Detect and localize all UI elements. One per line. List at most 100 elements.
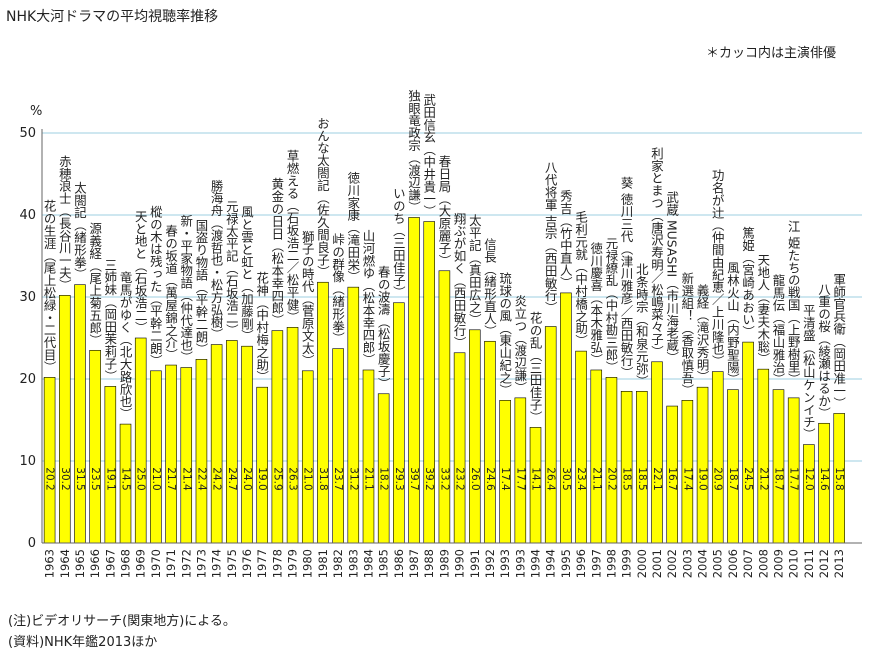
bar-1970 [150, 370, 162, 544]
value-label: 21.1 [362, 467, 374, 490]
value-label: 30.5 [560, 467, 572, 490]
value-label: 19.0 [697, 467, 709, 490]
drama-title-label: おんな太閤記（佐久間良子） [315, 117, 330, 278]
value-label: 23.2 [454, 467, 466, 490]
value-label: 39.2 [423, 467, 435, 490]
drama-title-label: 黄金の日日（松本幸四郎） [270, 178, 285, 327]
drama-title-label: 八代将軍 吉宗（西田敏行） [543, 161, 558, 314]
drama-title-label: 獅子の時代（菅原文太） [300, 230, 315, 366]
x-tick-label: 1994 [529, 549, 543, 578]
drama-title-label: 風林火山（内野聖陽） [725, 262, 740, 386]
drama-title-label: 元禄太平記（石坂浩二） [224, 200, 239, 336]
bar-1982 [332, 348, 344, 544]
x-tick-label: 2012 [817, 549, 831, 578]
bar-1980 [301, 370, 314, 544]
value-label: 25.9 [271, 467, 283, 490]
value-label: 14.5 [120, 467, 132, 490]
drama-title-label: 山河燃ゆ（松本幸四郎） [361, 229, 376, 365]
drama-title-label: 花神（中村梅之助） [255, 271, 270, 384]
value-label: 21.0 [302, 467, 314, 490]
drama-title-label: 秀吉（竹中直人） [558, 190, 573, 289]
value-label: 31.5 [74, 467, 86, 490]
drama-title-label: 北条時宗（和泉元弥） [634, 263, 649, 387]
drama-title-label: 太平記（真田広之） [467, 213, 482, 326]
x-tick-label: 1973 [194, 549, 208, 578]
value-label: 23.5 [89, 467, 101, 490]
x-tick-label: 1970 [149, 549, 163, 578]
value-label: 24.7 [226, 467, 238, 490]
bar-1963 [43, 377, 56, 544]
bar-2005 [711, 371, 724, 544]
value-label: 21.0 [150, 467, 162, 490]
value-label: 15.8 [833, 467, 845, 490]
bars [43, 217, 845, 544]
x-tick-label: 1993 [513, 549, 527, 578]
value-label: 22.1 [651, 467, 663, 490]
x-tick-label: 1969 [134, 549, 148, 578]
drama-title-label: 風と雲と虹と（加藤剛） [240, 206, 255, 342]
drama-title-label: 義経（滝沢秀明） [695, 283, 710, 383]
bar-1989 [438, 270, 451, 544]
drama-title-label: 翔ぶが如く（西田敏行） [452, 212, 467, 348]
y-tick-label: 20 [19, 372, 36, 387]
value-label: 20.2 [605, 467, 617, 490]
drama-title-label: 草燃える（石坂浩二／松平健） [285, 150, 300, 324]
x-tick-label: 1965 [73, 549, 87, 578]
drama-title-label: 花の乱（三田佳子） [528, 311, 543, 424]
x-tick-label: 1978 [270, 549, 284, 578]
x-tick-label: 1998 [604, 549, 618, 578]
x-tick-label: 2013 [832, 549, 846, 578]
bar-1973 [195, 359, 208, 544]
drama-title-label: 武田信玄（中井貴一） [422, 93, 437, 217]
bar-1998 [605, 377, 618, 544]
bar-1976 [241, 345, 253, 544]
value-label: 29.3 [393, 467, 405, 490]
drama-title-label: 江 姫たちの戦国（上野樹里） [786, 220, 801, 385]
drama-title-label: 独眼竜政宗（渡辺謙） [407, 89, 422, 213]
x-tick-label: 2001 [650, 549, 664, 578]
drama-title-label: 軍師官兵衛（岡田准一） [832, 273, 847, 409]
x-tick-label: 1989 [437, 549, 451, 578]
bar-1992 [484, 340, 496, 544]
bar-2008 [757, 368, 770, 544]
drama-title-label: 徳川慶喜（本木雅弘） [589, 241, 604, 366]
value-label: 25.0 [135, 467, 147, 490]
x-tick-label: 2004 [696, 549, 710, 578]
bar-1994 [544, 326, 557, 544]
x-tick-label: 1991 [468, 549, 482, 578]
drama-title-label: 勝海舟（渡哲也・松方弘樹） [209, 178, 224, 340]
gridlines [42, 132, 862, 462]
x-tick-label: 2000 [635, 549, 649, 578]
drama-title-label: 八重の桜（綾瀬はるか） [817, 283, 832, 419]
value-label: 19.1 [104, 467, 116, 490]
value-label: 19.0 [256, 467, 268, 490]
x-tick-label: 1999 [620, 549, 634, 578]
value-label: 30.2 [59, 467, 71, 490]
drama-title-label: 花の生涯（尾上松緑・二代目） [42, 199, 57, 374]
drama-title-label: 天地人（妻夫木聡） [756, 254, 771, 366]
value-label: 12.0 [803, 467, 815, 490]
footnote-source-research: (注)ビデオリサーチ(関東地方)による。 [8, 614, 236, 629]
value-label: 14.1 [530, 467, 542, 490]
bar-1974 [210, 344, 223, 544]
value-label: 22.4 [195, 467, 207, 491]
value-label: 18.5 [621, 467, 633, 490]
x-tick-label: 2008 [756, 549, 770, 578]
bar-1991 [469, 329, 481, 544]
x-tick-label: 2010 [787, 549, 801, 578]
x-tick-label: 2005 [711, 549, 725, 578]
bar-1979 [286, 327, 299, 544]
x-tick-label: 1972 [179, 549, 193, 578]
drama-title-label: 徳川家康（滝田栄） [346, 170, 361, 283]
bar-1986 [393, 302, 405, 544]
value-label: 26.4 [545, 467, 557, 491]
bar-1969 [134, 337, 147, 544]
value-label: 17.7 [788, 467, 800, 490]
x-tick-label: 1993 [498, 549, 512, 578]
drama-title-label: 琉球の風（東山紀之） [498, 272, 513, 396]
bar-1981 [317, 281, 329, 544]
value-label: 16.7 [666, 467, 678, 490]
bar-1987 [408, 217, 420, 544]
bar-labels: 20.2 花の生涯（尾上松緑・二代目） 30.2 赤穂浪士（長谷川一夫） 31.5 太閤記… [42, 89, 847, 491]
